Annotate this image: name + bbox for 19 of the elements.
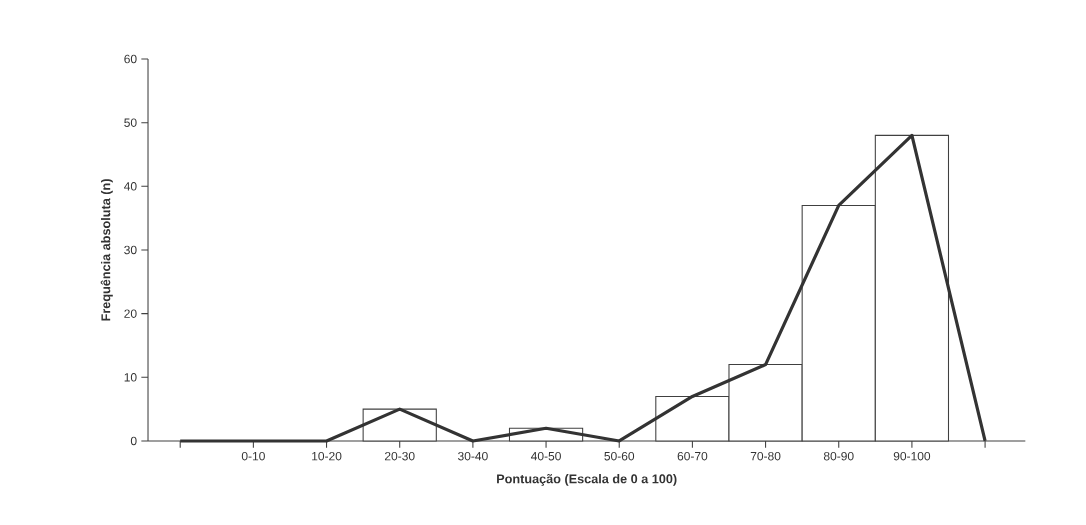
x-tick-label: 90-100 <box>893 451 931 461</box>
y-tick-label: 0 <box>130 436 137 446</box>
y-tick-label: 60 <box>124 54 137 64</box>
y-tick-label: 20 <box>124 309 137 318</box>
y-axis-title: Frequência absoluta (n) <box>100 179 113 321</box>
x-tick-label: 20-30 <box>384 451 415 461</box>
x-tick-label: 10-20 <box>312 451 342 461</box>
x-tick-label: 60-70 <box>677 451 708 461</box>
x-tick-label: 80-90 <box>823 451 854 461</box>
x-axis-title: Pontuação (Escala de 0 a 100) <box>497 474 677 486</box>
x-tick-label: 70-80 <box>750 451 781 461</box>
x-tick-label: 50-60 <box>604 451 635 461</box>
x-tick-label: 30-40 <box>458 451 488 461</box>
y-tick-label: 30 <box>124 245 137 255</box>
x-tick-label: 40-50 <box>530 451 561 461</box>
y-tick-label: 50 <box>124 118 137 127</box>
y-tick-label: 40 <box>124 182 137 191</box>
y-tick-label: 10 <box>124 373 137 382</box>
x-tick-label: 0-10 <box>241 451 265 461</box>
